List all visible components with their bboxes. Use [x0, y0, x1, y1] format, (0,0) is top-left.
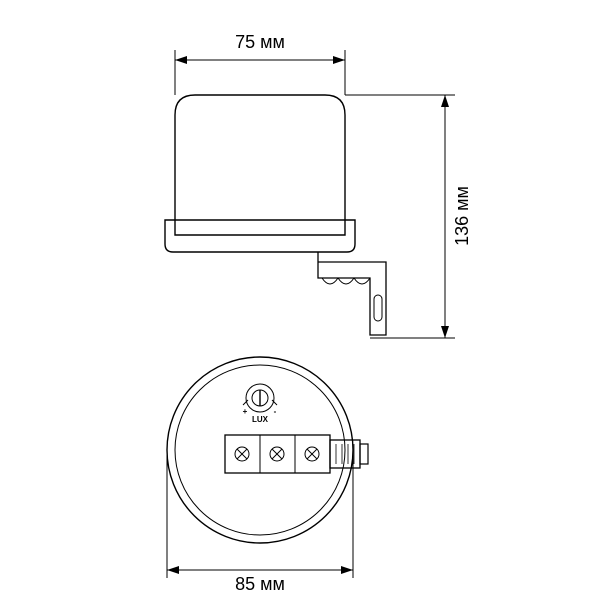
- dim-right-label: 136 мм: [452, 186, 472, 246]
- lux-dial: + - LUX: [243, 384, 277, 424]
- lux-plus: +: [243, 407, 248, 416]
- arrow-left: [175, 56, 187, 64]
- sensor-body: [175, 95, 345, 235]
- base-plate: [165, 220, 355, 252]
- arrow-bl: [167, 566, 179, 574]
- lux-label: LUX: [252, 415, 269, 424]
- technical-drawing: 75 мм 136 мм + - LUX: [0, 0, 600, 600]
- arrow-down: [441, 326, 449, 338]
- terminal-block: [225, 435, 368, 473]
- bracket-scallop: [322, 278, 370, 284]
- lux-minus: -: [274, 407, 277, 416]
- bracket-slot: [374, 295, 382, 321]
- mounting-bracket: [318, 252, 386, 335]
- dim-top-label: 75 мм: [235, 32, 285, 52]
- arrow-right: [333, 56, 345, 64]
- arrow-br: [341, 566, 353, 574]
- arrow-up: [441, 95, 449, 107]
- dim-bottom-label: 85 мм: [235, 574, 285, 594]
